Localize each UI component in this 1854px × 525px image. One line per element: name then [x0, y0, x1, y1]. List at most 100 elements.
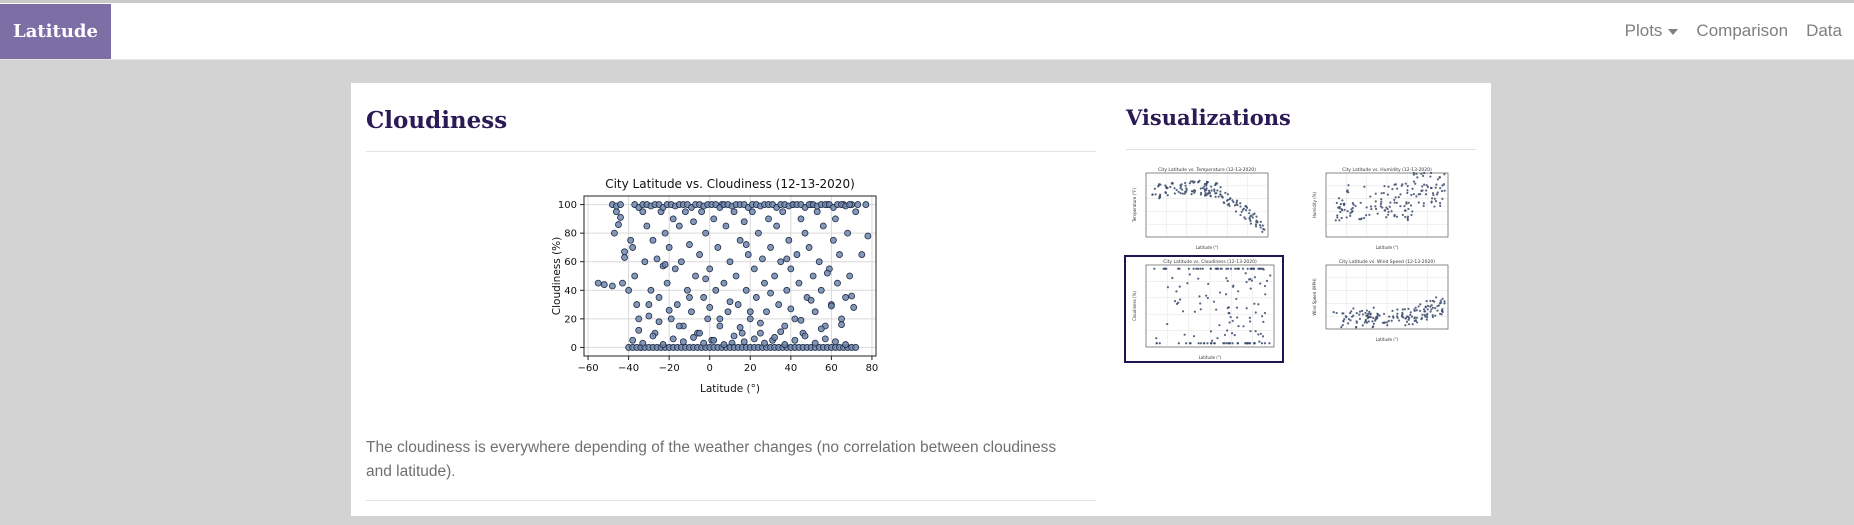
- thumb-point: [1196, 267, 1200, 270]
- thumb-point: [1371, 320, 1374, 323]
- thumb-point: [1249, 219, 1252, 223]
- scatter-point: [734, 301, 742, 308]
- thumb-point: [1436, 191, 1439, 194]
- thumb-point: [1219, 193, 1222, 196]
- thumb-point: [1232, 200, 1235, 204]
- thumb-point: [1166, 194, 1169, 197]
- thumb-point: [1209, 330, 1213, 333]
- thumb-point: [1151, 193, 1154, 196]
- scatter-point: [757, 329, 764, 337]
- thumb-point: [1237, 290, 1240, 293]
- thumb-point: [1404, 182, 1407, 185]
- thumb-point: [1395, 201, 1398, 204]
- thumb-point: [1205, 187, 1208, 190]
- thumb-point: [1352, 307, 1355, 310]
- thumb-point: [1380, 192, 1383, 195]
- thumb-point: [1350, 208, 1353, 211]
- scatter-point: [773, 222, 781, 230]
- thumb-point: [1435, 296, 1438, 299]
- thumbnail-wind-speed[interactable]: City Latitude vs. Wind Speed (12-13-2020…: [1306, 257, 1456, 343]
- thumbnail-plot: City Latitude vs. Humidity (12-13-2020) L…: [1312, 167, 1449, 250]
- thumb-point: [1413, 309, 1416, 312]
- nav-data-link[interactable]: Data: [1806, 21, 1842, 40]
- scatter-point: [716, 315, 724, 323]
- scatter-point: [765, 215, 772, 223]
- thumb-point: [1247, 278, 1251, 281]
- thumb-point: [1183, 192, 1186, 195]
- thumb-point: [1197, 342, 1200, 345]
- thumb-point: [1391, 187, 1394, 191]
- thumb-point: [1244, 217, 1247, 220]
- thumb-point: [1425, 316, 1429, 319]
- thumb-point: [1435, 183, 1438, 186]
- thumb-point: [1374, 205, 1377, 208]
- thumb-point: [1354, 326, 1358, 329]
- thumb-point: [1253, 302, 1256, 305]
- thumb-point: [1189, 180, 1192, 183]
- scatter-point: [834, 279, 841, 287]
- thumb-point: [1436, 309, 1439, 312]
- scatter-point: [864, 232, 872, 240]
- thumb-point: [1417, 201, 1420, 204]
- scatter-point: [862, 201, 870, 208]
- thumb-point: [1241, 267, 1245, 270]
- thumb-point: [1349, 319, 1352, 322]
- thumb-point: [1254, 223, 1258, 226]
- thumb-point: [1226, 306, 1229, 310]
- thumb-point: [1388, 205, 1391, 208]
- scatter-point: [807, 296, 815, 304]
- scatter-point: [736, 324, 744, 331]
- thumb-point: [1430, 171, 1433, 175]
- thumb-point: [1196, 181, 1200, 184]
- scatter-point: [724, 308, 732, 316]
- thumbnail-cloudiness[interactable]: City Latitude vs. Cloudiness (12-13-2020…: [1124, 255, 1284, 363]
- thumb-point: [1193, 310, 1196, 313]
- thumb-point: [1226, 279, 1229, 283]
- thumb-point: [1188, 182, 1191, 185]
- nav-comparison-link[interactable]: Comparison: [1696, 21, 1789, 40]
- thumb-point: [1249, 215, 1252, 218]
- thumbnail-xlabel: Latitude (°): [1196, 245, 1219, 250]
- thumb-point: [1205, 184, 1208, 187]
- scatter-point: [686, 294, 693, 301]
- scatter-point: [710, 336, 718, 344]
- thumb-point: [1158, 196, 1162, 199]
- thumb-point: [1248, 212, 1251, 215]
- nav-plots-dropdown[interactable]: Plots: [1625, 21, 1679, 41]
- scatter-point: [744, 251, 752, 258]
- thumbnail-plot: City Latitude vs. Wind Speed (12-13-2020…: [1312, 259, 1449, 342]
- thumb-point: [1259, 282, 1262, 285]
- thumbnail-ylabel: Cloudiness (%): [1132, 291, 1137, 321]
- scatter-point: [844, 229, 852, 237]
- thumb-point: [1413, 319, 1416, 323]
- thumbnail-humidity[interactable]: City Latitude vs. Humidity (12-13-2020) L…: [1306, 165, 1456, 251]
- thumb-point: [1405, 201, 1408, 204]
- thumb-point: [1235, 201, 1238, 204]
- thumb-point: [1215, 308, 1218, 311]
- scatter-point: [838, 315, 845, 323]
- thumb-point: [1360, 217, 1363, 220]
- thumbnail-temperature[interactable]: City Latitude vs. Temperature (12-13-202…: [1126, 165, 1276, 251]
- thumb-point: [1423, 171, 1426, 175]
- thumb-point: [1341, 199, 1344, 202]
- brand-logo[interactable]: Latitude: [0, 4, 111, 59]
- scatter-point: [742, 241, 750, 248]
- cloudiness-scatter-chart: City Latitude vs. Cloudiness (12-13-2020…: [551, 177, 878, 395]
- thumb-point: [1183, 181, 1187, 185]
- thumb-point: [1404, 317, 1407, 320]
- x-axis-label: Latitude (°): [700, 383, 760, 395]
- thumbnail-xlabel: Latitude (°): [1376, 337, 1399, 342]
- scatter-point: [819, 222, 827, 230]
- scatter-point: [730, 208, 738, 216]
- thumb-point: [1177, 342, 1180, 345]
- thumb-point: [1396, 316, 1399, 319]
- thumb-point: [1214, 267, 1217, 270]
- scatter-point: [821, 335, 829, 343]
- thumb-point: [1429, 175, 1432, 178]
- thumb-point: [1253, 342, 1256, 345]
- scatter-point: [641, 258, 649, 266]
- thumb-point: [1425, 313, 1429, 317]
- thumb-point: [1374, 192, 1377, 195]
- thumb-point: [1403, 205, 1406, 208]
- thumb-point: [1226, 329, 1229, 332]
